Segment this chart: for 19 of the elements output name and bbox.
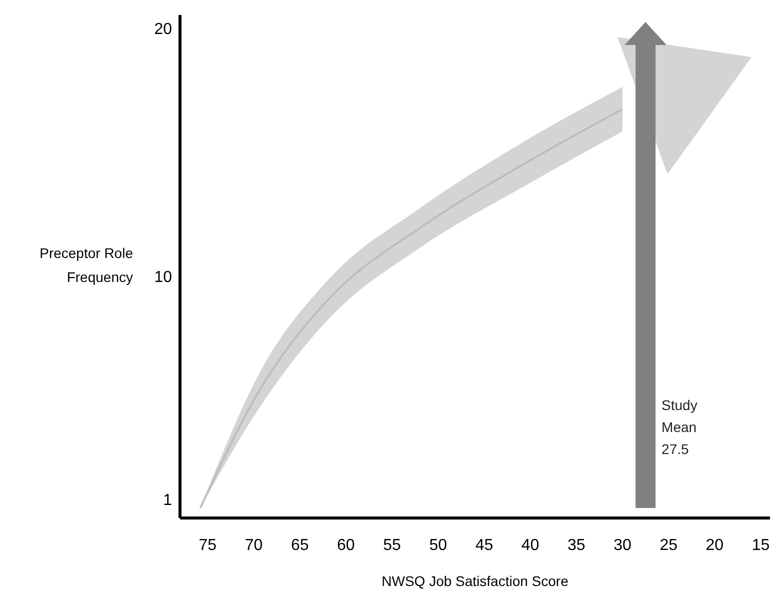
x-axis-title: NWSQ Job Satisfaction Score (382, 573, 569, 589)
x-tick-label: 55 (383, 537, 402, 554)
x-tick-label: 70 (244, 537, 263, 554)
y-axis-title: Preceptor Role Frequency (40, 245, 134, 285)
x-tick-label: 30 (614, 537, 632, 554)
y-tick-label: 20 (154, 21, 172, 38)
x-tick-label: 75 (198, 537, 217, 554)
x-tick-label: 40 (521, 537, 540, 554)
x-tick-label: 25 (660, 537, 678, 554)
x-tick-label: 60 (337, 537, 355, 554)
x-tick-label: 15 (752, 537, 770, 554)
x-tick-label: 20 (706, 537, 724, 554)
y-tick-label: 10 (154, 268, 172, 286)
x-tick-label: 45 (475, 537, 494, 554)
ref-line-label: Study Mean 27.5 (662, 397, 698, 457)
x-tick-label: 50 (429, 537, 448, 554)
x-tick-label: 65 (290, 537, 309, 554)
y-tick-label: 1 (163, 492, 172, 509)
x-tick-label: 35 (568, 537, 586, 554)
